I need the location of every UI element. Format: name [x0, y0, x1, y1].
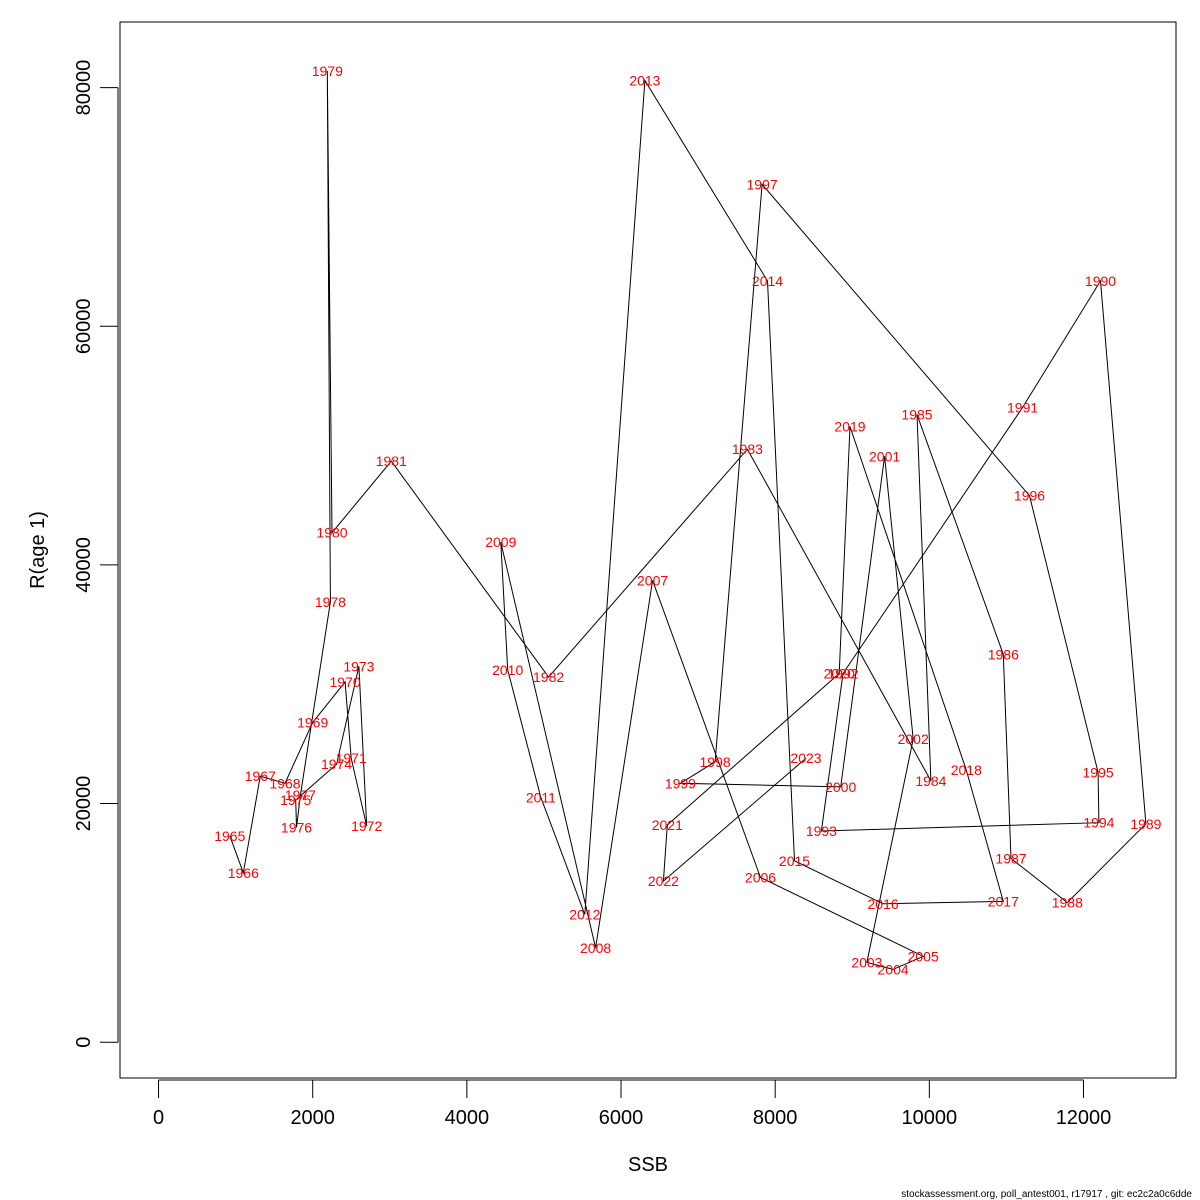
- x-tick-label: 0: [153, 1107, 164, 1129]
- point-label-2001: 2001: [869, 448, 900, 464]
- point-label-1974: 1974: [321, 756, 352, 772]
- point-label-2006: 2006: [745, 870, 776, 886]
- point-label-2012: 2012: [569, 907, 600, 923]
- point-label-1978: 1978: [315, 594, 346, 610]
- point-label-1973: 1973: [343, 658, 374, 674]
- point-label-2015: 2015: [779, 853, 810, 869]
- point-label-1965: 1965: [214, 828, 245, 844]
- point-label-1984: 1984: [915, 773, 946, 789]
- point-label-2022: 2022: [648, 873, 679, 889]
- point-label-1983: 1983: [732, 441, 763, 457]
- point-label-2023: 2023: [790, 750, 821, 766]
- point-label-1987: 1987: [995, 850, 1026, 866]
- point-label-1981: 1981: [376, 453, 407, 469]
- point-label-1996: 1996: [1014, 488, 1045, 504]
- x-axis-label: SSB: [628, 1154, 668, 1176]
- point-label-2017: 2017: [988, 893, 1019, 909]
- point-label-1977: 1977: [285, 787, 316, 803]
- point-label-2010: 2010: [492, 662, 523, 678]
- point-label-1970: 1970: [330, 674, 361, 690]
- x-axis: 0 2000 4000 6000 8000 10000 12000: [153, 1079, 1112, 1129]
- point-label-2005: 2005: [908, 948, 939, 964]
- x-tick-label: 6000: [599, 1107, 644, 1129]
- y-tick-label: 0: [73, 1037, 95, 1048]
- y-tick-label: 40000: [73, 537, 95, 593]
- y-axis-label: R(age 1): [27, 511, 49, 589]
- point-label-1968: 1968: [269, 775, 300, 791]
- point-label-2018: 2018: [951, 762, 982, 778]
- point-label-1966: 1966: [228, 865, 259, 881]
- y-tick-label: 20000: [73, 776, 95, 832]
- point-label-2013: 2013: [629, 73, 660, 89]
- point-label-2021: 2021: [652, 817, 683, 833]
- series-line: [229, 70, 1147, 970]
- point-label-1998: 1998: [700, 754, 731, 770]
- point-label-2007: 2007: [637, 572, 668, 588]
- point-label-2019: 2019: [834, 419, 865, 435]
- y-axis: 0 20000 40000 60000 80000: [73, 60, 119, 1048]
- point-label-1995: 1995: [1083, 765, 1114, 781]
- point-label-2004: 2004: [878, 961, 909, 977]
- point-label-2014: 2014: [752, 273, 783, 289]
- y-tick-label: 80000: [73, 60, 95, 116]
- point-label-1992: 1992: [827, 666, 858, 682]
- point-label-1990: 1990: [1085, 273, 1116, 289]
- point-label-2003: 2003: [851, 954, 882, 970]
- point-label-2000: 2000: [825, 779, 856, 795]
- point-label-2016: 2016: [868, 896, 899, 912]
- point-label-1997: 1997: [747, 176, 778, 192]
- point-label-1980: 1980: [316, 525, 347, 541]
- point-label-1971: 1971: [336, 750, 367, 766]
- point-label-2009: 2009: [485, 534, 516, 550]
- plot-frame: [119, 21, 1177, 1079]
- x-tick-label: 12000: [1056, 1107, 1112, 1129]
- point-label-1986: 1986: [988, 646, 1019, 662]
- point-label-1967: 1967: [245, 768, 276, 784]
- point-label-1988: 1988: [1052, 895, 1083, 911]
- point-label-2020: 2020: [824, 666, 855, 682]
- point-label-1985: 1985: [901, 407, 932, 423]
- sr-trajectory-line: [229, 70, 1147, 970]
- x-tick-label: 4000: [445, 1107, 490, 1129]
- point-label-2002: 2002: [898, 731, 929, 747]
- point-label-1994: 1994: [1083, 815, 1114, 831]
- point-label-1991: 1991: [1007, 399, 1038, 415]
- point-label-1989: 1989: [1130, 816, 1161, 832]
- point-label-2008: 2008: [580, 940, 611, 956]
- point-label-1979: 1979: [312, 63, 343, 79]
- point-label-1972: 1972: [351, 818, 382, 834]
- point-label-1993: 1993: [806, 823, 837, 839]
- x-tick-label: 2000: [290, 1107, 335, 1129]
- point-label-1969: 1969: [297, 714, 328, 730]
- x-tick-label: 8000: [753, 1107, 798, 1129]
- point-label-2011: 2011: [526, 790, 556, 806]
- x-tick-label: 10000: [902, 1107, 958, 1129]
- point-label-1982: 1982: [533, 669, 564, 685]
- point-label-1975: 1975: [280, 792, 311, 808]
- point-label-1999: 1999: [665, 775, 696, 791]
- y-tick-label: 60000: [73, 298, 95, 354]
- footer-caption: stockassessment.org, poll_antest001, r17…: [901, 1189, 1192, 1200]
- point-label-1976: 1976: [281, 819, 312, 835]
